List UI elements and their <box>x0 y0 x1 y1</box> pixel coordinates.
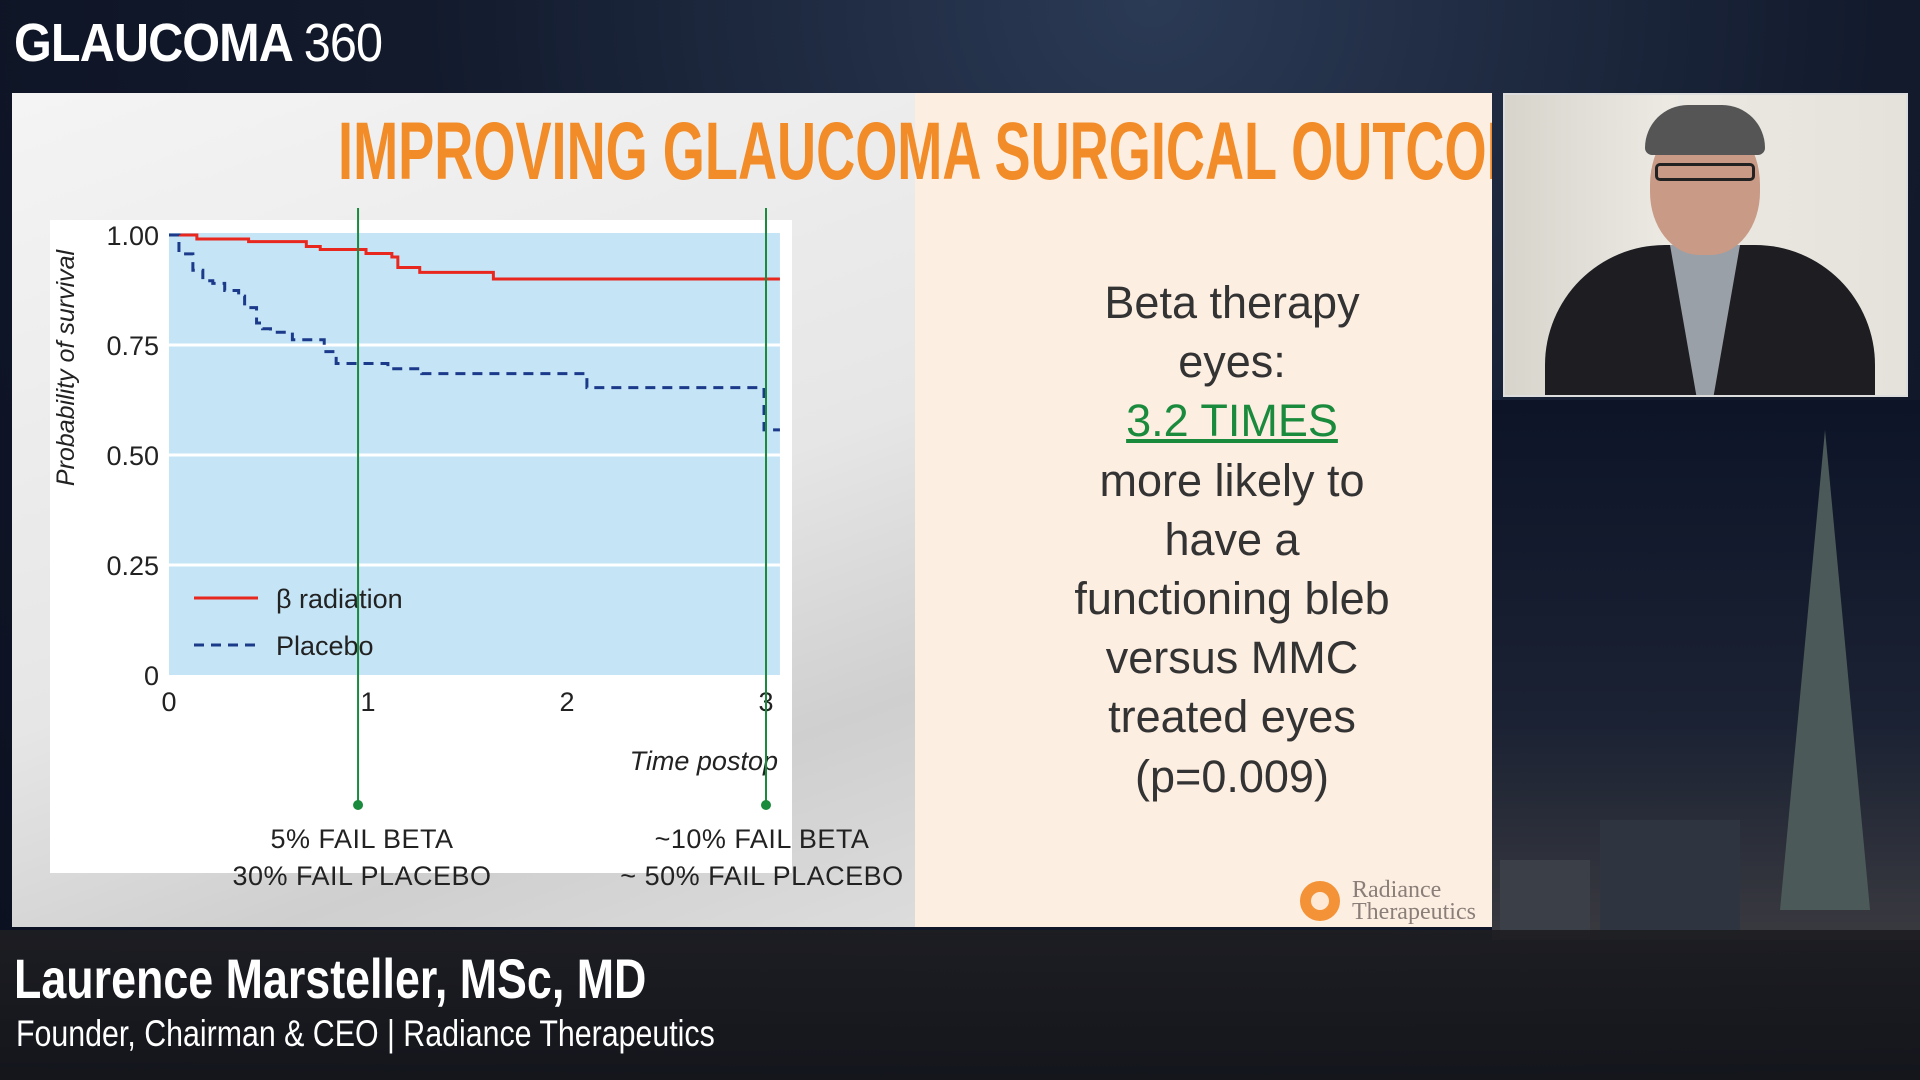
series-line-placebo <box>169 233 780 432</box>
logo-line: Radiance <box>1352 877 1442 903</box>
slide-title: IMPROVING GLAUCOMA SURGICAL OUTCOMES <box>338 106 1492 197</box>
x-tick-label: 1 <box>360 687 375 717</box>
y-tick-label: 0.75 <box>106 331 159 361</box>
pyramid-tower <box>1780 430 1870 910</box>
annotation-placebo: ~ 50% FAIL PLACEBO <box>620 861 904 891</box>
finding-line: Beta therapy <box>1104 277 1360 328</box>
y-tick-label: 0 <box>144 661 159 691</box>
finding-line: have a <box>1164 513 1300 565</box>
annotation-placebo: 30% FAIL PLACEBO <box>232 861 492 891</box>
building <box>1500 860 1590 940</box>
annotation-beta: ~10% FAIL BETA <box>654 824 870 854</box>
presentation-slide: IMPROVING GLAUCOMA SURGICAL OUTCOMES 0 0.… <box>12 93 1492 927</box>
y-axis-label: Probability of survival <box>52 248 80 486</box>
key-finding-text: Beta therapy eyes: 3.2 TIMES more likely… <box>997 273 1467 806</box>
building <box>1600 820 1740 940</box>
series-line-beta-radiation <box>169 233 780 281</box>
marker-dot <box>353 800 364 810</box>
speaker-role: Founder, Chairman & CEO | Radiance Thera… <box>16 1013 715 1054</box>
radiance-logo-text: Radiance Therapeutics <box>1352 877 1476 925</box>
radiance-logo: Radiance Therapeutics <box>1300 877 1476 925</box>
finding-highlight: 3.2 TIMES <box>1126 395 1338 447</box>
y-tick-label: 1.00 <box>106 221 159 251</box>
logo-line: Therapeutics <box>1352 899 1476 925</box>
y-tick-label: 0.50 <box>106 441 159 471</box>
survival-chart: 00.250.500.751.000123 Probability of sur… <box>52 208 780 810</box>
speaker-glasses <box>1655 163 1755 181</box>
x-tick-label: 2 <box>559 687 574 717</box>
finding-line: versus MMC <box>1105 632 1359 684</box>
finding-line: eyes: <box>1178 336 1286 388</box>
annotation-beta: 5% FAIL BETA <box>270 824 454 854</box>
marker-dot <box>761 800 771 810</box>
finding-line: (p=0.009) <box>1135 750 1329 802</box>
finding-line: functioning bleb <box>1074 573 1390 625</box>
speaker-name: Laurence Marsteller, MSc, MD <box>14 947 647 1010</box>
speaker-video-feed <box>1503 93 1908 397</box>
x-tick-label: 0 <box>161 687 176 717</box>
lower-third-banner <box>0 930 1920 1080</box>
legend-label-beta: β radiation <box>276 584 403 614</box>
speaker-hair <box>1645 105 1765 155</box>
finding-line: more likely to <box>1099 454 1365 506</box>
x-axis-label: Time postop <box>630 746 778 776</box>
y-tick-label: 0.25 <box>106 551 159 581</box>
radiance-logo-mark-icon <box>1300 881 1340 921</box>
annotation-year3: ~10% FAIL BETA ~ 50% FAIL PLACEBO <box>592 821 932 895</box>
finding-line: treated eyes <box>1108 691 1356 743</box>
brand-logo: GLAUCOMA 360 <box>14 13 383 73</box>
annotation-year1: 5% FAIL BETA 30% FAIL PLACEBO <box>192 821 532 895</box>
legend: β radiation Placebo <box>194 584 403 661</box>
